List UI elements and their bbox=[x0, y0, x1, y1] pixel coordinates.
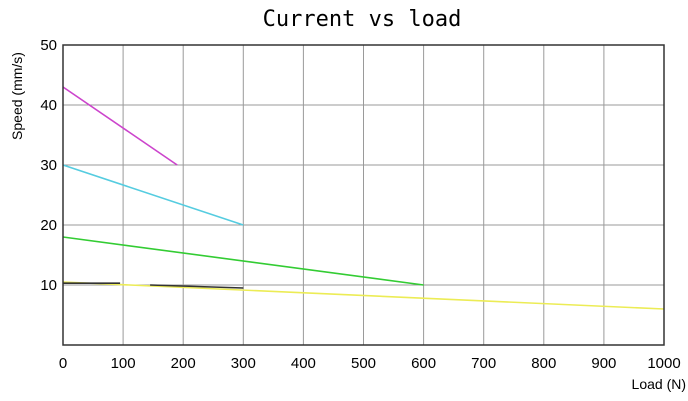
series-line-1 bbox=[62, 86, 178, 166]
y-tick-label-2: 30 bbox=[40, 157, 57, 174]
x-tick-label-9: 900 bbox=[591, 355, 616, 372]
plot-frame bbox=[62, 44, 665, 346]
x-tick-label-10: 1000 bbox=[647, 355, 680, 372]
y-tick-label-3: 40 bbox=[40, 97, 57, 114]
series-line-3 bbox=[62, 236, 424, 286]
x-tick-label-5: 500 bbox=[351, 355, 376, 372]
x-tick-label-3: 300 bbox=[231, 355, 256, 372]
x-tick-label-4: 400 bbox=[291, 355, 316, 372]
series-line-2 bbox=[62, 164, 244, 226]
y-tick-label-1: 20 bbox=[40, 217, 57, 234]
y-axis-label: Speed (mm/s) bbox=[9, 52, 25, 140]
x-tick-label-1: 100 bbox=[111, 355, 136, 372]
x-axis-label: Load (N) bbox=[632, 376, 686, 392]
x-tick-label-0: 0 bbox=[59, 355, 67, 372]
series-layer bbox=[62, 86, 665, 310]
x-tick-label-2: 200 bbox=[171, 355, 196, 372]
x-tick-label-6: 600 bbox=[411, 355, 436, 372]
grid bbox=[63, 45, 664, 345]
y-tick-label-0: 10 bbox=[40, 277, 57, 294]
x-tick-label-8: 800 bbox=[531, 355, 556, 372]
x-axis-ticks: 0 100 200 300 400 500 600 700 800 900 1000 bbox=[59, 355, 681, 372]
y-tick-label-4: 50 bbox=[40, 37, 57, 54]
y-axis-ticks: 10 20 30 40 50 bbox=[40, 37, 57, 294]
series-line-6 bbox=[150, 284, 244, 289]
series-line-4 bbox=[62, 281, 665, 310]
chart-title: Current vs load bbox=[263, 7, 462, 32]
x-tick-label-7: 700 bbox=[471, 355, 496, 372]
